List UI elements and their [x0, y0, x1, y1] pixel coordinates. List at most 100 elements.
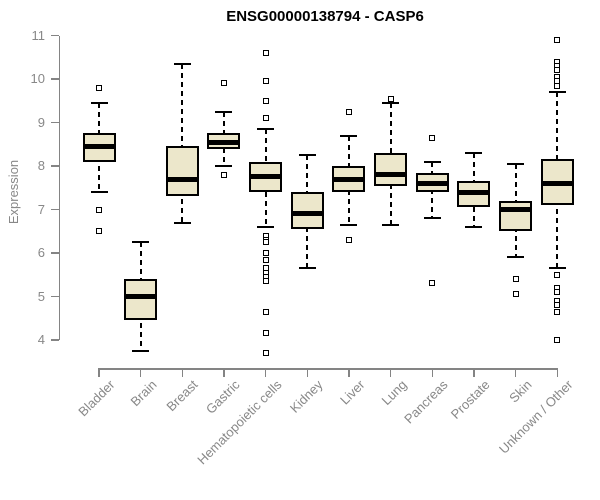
outlier-point [512, 276, 519, 283]
whisker-cap-low [465, 225, 483, 228]
outlier-point [512, 291, 519, 298]
outlier-point [554, 337, 561, 343]
y-tick [50, 252, 59, 254]
whisker-cap-low [382, 223, 400, 226]
y-axis-line [58, 35, 60, 340]
whisker-cap-low [257, 225, 275, 228]
y-axis-label: Expression [6, 159, 21, 225]
outlier-point [554, 36, 561, 43]
outlier-point [554, 308, 561, 315]
chart-title: ENSG00000138794 - CASP6 [226, 8, 424, 25]
median-line [499, 207, 533, 212]
whisker-cap-low [507, 256, 525, 259]
outlier-point [345, 236, 352, 243]
outlier-point [262, 350, 269, 357]
y-tick [50, 208, 59, 211]
x-tick [181, 368, 184, 377]
y-tick [50, 295, 59, 298]
outlier-point [554, 271, 561, 278]
box [290, 192, 324, 230]
outlier-point [429, 134, 436, 141]
x-tick [514, 368, 517, 377]
outlier-point [262, 115, 269, 122]
median-line [165, 176, 199, 182]
x-axis-line [98, 368, 558, 370]
x-tick [348, 368, 350, 377]
whisker-cap-high [257, 128, 275, 131]
whisker-cap-low [423, 217, 441, 220]
y-tick [50, 339, 59, 341]
whisker-cap-high [90, 101, 108, 104]
whisker-cap-low [132, 349, 150, 352]
whisker-cap-low [298, 267, 316, 270]
whisker-cap-low [90, 191, 108, 194]
median-line [124, 294, 158, 299]
outlier-point [262, 78, 269, 85]
median-line [540, 180, 574, 186]
whisker-cap-high [465, 151, 483, 154]
y-tick [50, 121, 59, 124]
median-line [374, 172, 408, 178]
box [165, 146, 199, 197]
box [499, 200, 533, 232]
whisker-cap-high [507, 162, 525, 165]
median-line [290, 211, 324, 217]
y-tick-label: 11 [31, 27, 46, 43]
whisker-cap-low [215, 165, 233, 167]
whisker-cap-high [340, 134, 358, 137]
outlier-point [345, 108, 352, 115]
y-tick-label: 8 [37, 158, 45, 173]
whisker-cap-high [423, 160, 441, 163]
outlier-point [262, 250, 269, 256]
median-line [415, 180, 449, 186]
x-tick [264, 368, 267, 377]
outlier-point [96, 228, 102, 235]
whisker-cap-high [132, 241, 150, 244]
whisker-cap-high [215, 110, 233, 113]
x-tick [431, 368, 434, 377]
x-tick [473, 368, 475, 377]
outlier-point [96, 206, 102, 213]
outlier-point [96, 84, 102, 91]
whisker-cap-high [382, 101, 400, 104]
whisker [181, 63, 184, 223]
outlier-point [554, 82, 561, 89]
y-tick-label: 7 [37, 201, 45, 217]
y-tick-label: 4 [37, 332, 45, 347]
y-tick [50, 165, 59, 167]
x-tick [389, 368, 392, 377]
box [124, 279, 158, 321]
outlier-point [554, 302, 561, 309]
outlier-point [387, 95, 394, 102]
median-line [207, 139, 241, 145]
outlier-point [220, 80, 227, 87]
x-tick [223, 368, 225, 377]
outlier-point [554, 67, 561, 74]
outlier-point [220, 171, 227, 178]
y-tick-label: 10 [30, 71, 45, 86]
x-tick [98, 368, 100, 377]
outlier-point [262, 256, 269, 263]
median-line [249, 174, 283, 180]
outlier-point [262, 330, 269, 337]
whisker-cap-low [340, 223, 358, 226]
y-tick-label: 9 [37, 114, 45, 130]
x-tick [556, 368, 558, 377]
outlier-point [429, 280, 436, 287]
median-line [457, 189, 491, 195]
outlier-point [262, 239, 269, 246]
x-tick [139, 368, 142, 377]
outlier-point [262, 308, 269, 315]
median-line [82, 143, 116, 149]
outlier-point [262, 97, 269, 104]
outlier-point [262, 278, 269, 285]
y-tick-label: 6 [37, 245, 45, 260]
y-tick [50, 78, 59, 80]
y-tick-label: 5 [37, 288, 45, 304]
outlier-point [554, 289, 561, 296]
whisker-cap-low [548, 267, 566, 270]
y-tick [50, 34, 59, 37]
whisker-cap-low [173, 221, 191, 224]
median-line [332, 176, 366, 182]
